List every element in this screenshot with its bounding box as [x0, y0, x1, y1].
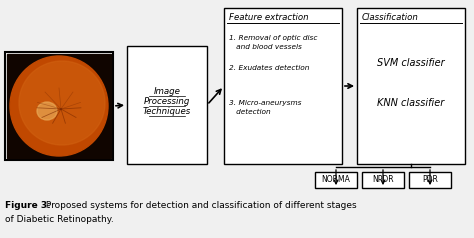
Ellipse shape — [37, 102, 57, 120]
Text: 1. Removal of optic disc: 1. Removal of optic disc — [229, 35, 318, 41]
Bar — [315, 172, 357, 188]
Bar — [7, 54, 111, 158]
Text: 2. Exudates detection: 2. Exudates detection — [229, 65, 310, 71]
Bar — [362, 172, 404, 188]
Text: Feature extraction: Feature extraction — [229, 14, 309, 23]
Bar — [5, 52, 113, 160]
Text: SVM classifier: SVM classifier — [377, 58, 445, 68]
Text: 3. Micro-aneurysms: 3. Micro-aneurysms — [229, 100, 301, 106]
Text: Proposed systems for detection and classification of different stages: Proposed systems for detection and class… — [43, 200, 356, 209]
Bar — [127, 46, 207, 164]
Text: NPDR: NPDR — [372, 175, 394, 184]
Text: detection: detection — [229, 109, 271, 115]
Text: Classification: Classification — [362, 14, 419, 23]
Text: Processing: Processing — [144, 96, 190, 105]
Ellipse shape — [19, 61, 105, 145]
Bar — [357, 8, 465, 164]
Text: and blood vessels: and blood vessels — [229, 44, 302, 50]
Text: PDR: PDR — [422, 175, 438, 184]
Ellipse shape — [10, 56, 108, 156]
Text: KNN classifier: KNN classifier — [377, 98, 445, 108]
Text: of Diabetic Retinopathy.: of Diabetic Retinopathy. — [5, 214, 114, 223]
Bar — [224, 8, 342, 164]
Bar — [409, 172, 451, 188]
Text: NORMA: NORMA — [321, 175, 350, 184]
Text: Image: Image — [154, 86, 181, 95]
Text: Techniques: Techniques — [143, 106, 191, 115]
Text: Figure 3:: Figure 3: — [5, 200, 51, 209]
